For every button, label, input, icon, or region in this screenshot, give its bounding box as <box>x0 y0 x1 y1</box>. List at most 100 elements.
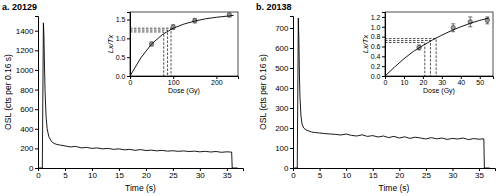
y-axis: 0100200300400500600700 <box>275 17 293 174</box>
x-tick: 0 <box>129 76 133 86</box>
y-tick-label: 700 <box>275 24 289 33</box>
x-tick: 25 <box>169 168 178 180</box>
plot-area <box>130 13 234 76</box>
marker <box>227 13 231 17</box>
y-axis-title: Lx/Tx <box>106 35 115 54</box>
y-tick: 700 <box>275 24 293 33</box>
y-tick-mark <box>290 128 293 129</box>
x-tick-label: 0 <box>129 79 133 86</box>
plot-area <box>385 17 490 76</box>
x-tick: 0 <box>384 76 388 86</box>
y-tick-label: 1.2 <box>371 14 381 21</box>
x-axis: 0 5 10 15 20 25 30 35 <box>36 168 243 180</box>
y-tick: 100 <box>275 144 293 153</box>
line <box>130 15 234 76</box>
y-tick-mark <box>382 66 385 67</box>
x-tick-label: 100 <box>168 79 180 86</box>
inset-chart: 01002000.00.51.01.5Dose (Gy)Lx/Tx <box>104 6 243 99</box>
x-tick-label: 25 <box>169 171 178 180</box>
y-tick-mark <box>290 148 293 149</box>
y-tick-mark <box>382 76 385 77</box>
x-tick: 10 <box>88 168 97 180</box>
y-tick: 0.2 <box>371 63 385 70</box>
y-tick-mark <box>35 31 38 32</box>
x-tick-label: 30 <box>438 79 446 86</box>
y-tick-mark <box>382 37 385 38</box>
y-tick-label: 1.0 <box>116 35 126 42</box>
x-axis-title: Time (s) <box>379 183 410 193</box>
y-tick-label: 800 <box>20 86 34 95</box>
x-tick-label: 10 <box>342 171 351 180</box>
y-axis-title: OSL (cts per 0.16 s) <box>258 54 268 130</box>
x-tick: 30 <box>196 168 205 180</box>
dashed-line <box>130 32 164 76</box>
x-tick: 30 <box>449 168 458 180</box>
x-tick: 15 <box>369 168 378 180</box>
x-tick-label: 15 <box>115 171 124 180</box>
x-tick: 15 <box>115 168 124 180</box>
y-tick-mark <box>35 129 38 130</box>
x-axis: 05101520253035 <box>291 168 495 180</box>
y-tick-label: 0.2 <box>371 63 381 70</box>
figure: 051015202530350200400600800100012001400a… <box>0 0 500 196</box>
y-tick-mark <box>127 57 130 58</box>
dashed-line <box>385 43 425 76</box>
x-tick-label: 20 <box>395 171 404 180</box>
y-tick-label: 1200 <box>16 46 34 55</box>
y-tick-label: 1400 <box>16 27 34 36</box>
y-tick: 600 <box>20 105 38 114</box>
y-tick-label: 1000 <box>16 66 34 75</box>
y-tick-label: 0.8 <box>371 33 381 40</box>
y-tick-mark <box>290 48 293 49</box>
x-tick-label: 25 <box>422 171 431 180</box>
x-tick-label: 20 <box>142 171 151 180</box>
inset-background <box>104 6 243 99</box>
x-tick: 5 <box>63 168 68 180</box>
x-tick-label: 5 <box>63 171 68 180</box>
y-axis: 0.00.51.01.5 <box>116 13 131 80</box>
y-tick: 0 <box>29 164 38 173</box>
x-tick: 50 <box>476 76 484 86</box>
y-axis-line <box>35 17 39 169</box>
y-tick: 500 <box>275 64 293 73</box>
dashed-line <box>130 30 168 76</box>
x-tick: 10 <box>401 76 409 86</box>
x-tick: 200 <box>211 76 223 86</box>
x-tick-label: 0 <box>36 171 41 180</box>
main-chart: 051015202530350200400600800100012001400a… <box>2 2 244 193</box>
y-tick-mark <box>35 109 38 110</box>
y-tick-mark <box>290 168 293 169</box>
y-tick-label: 0.6 <box>371 43 381 50</box>
panel-title: b. 20138 <box>256 2 292 12</box>
inset-chart: 010203040500.00.20.40.60.81.01.2Dose (Gy… <box>359 6 498 99</box>
x-tick-label: 35 <box>223 171 232 180</box>
y-tick: 600 <box>275 44 293 53</box>
y-tick: 800 <box>20 86 38 95</box>
y-tick: 300 <box>275 104 293 113</box>
x-tick-label: 0 <box>384 79 388 86</box>
panel-title: a. 20129 <box>2 2 37 12</box>
x-tick: 40 <box>457 76 465 86</box>
x-tick-label: 5 <box>318 171 323 180</box>
y-tick-label: 0.4 <box>371 53 381 60</box>
y-tick-label: 300 <box>275 104 289 113</box>
y-axis-line <box>382 13 386 77</box>
y-tick-label: 0.5 <box>116 54 126 61</box>
y-tick-mark <box>290 88 293 89</box>
y-tick: 0.6 <box>371 43 385 50</box>
dashed-line <box>130 28 171 76</box>
y-tick: 400 <box>275 84 293 93</box>
y-tick: 1200 <box>16 46 38 55</box>
y-tick-mark <box>35 168 38 169</box>
error-cap <box>451 31 455 32</box>
x-axis-title: Dose (Gy) <box>423 87 455 95</box>
x-axis-title: Time (s) <box>125 183 156 193</box>
x-tick: 20 <box>142 168 151 180</box>
x-tick: 0 <box>36 168 41 180</box>
error-cap <box>485 16 489 17</box>
x-tick: 35 <box>475 168 484 180</box>
x-tick: 25 <box>422 168 431 180</box>
x-axis: 01020304050 <box>384 76 494 86</box>
y-tick: 1.2 <box>371 14 385 21</box>
y-axis-title: Lx/Tx <box>361 35 370 54</box>
